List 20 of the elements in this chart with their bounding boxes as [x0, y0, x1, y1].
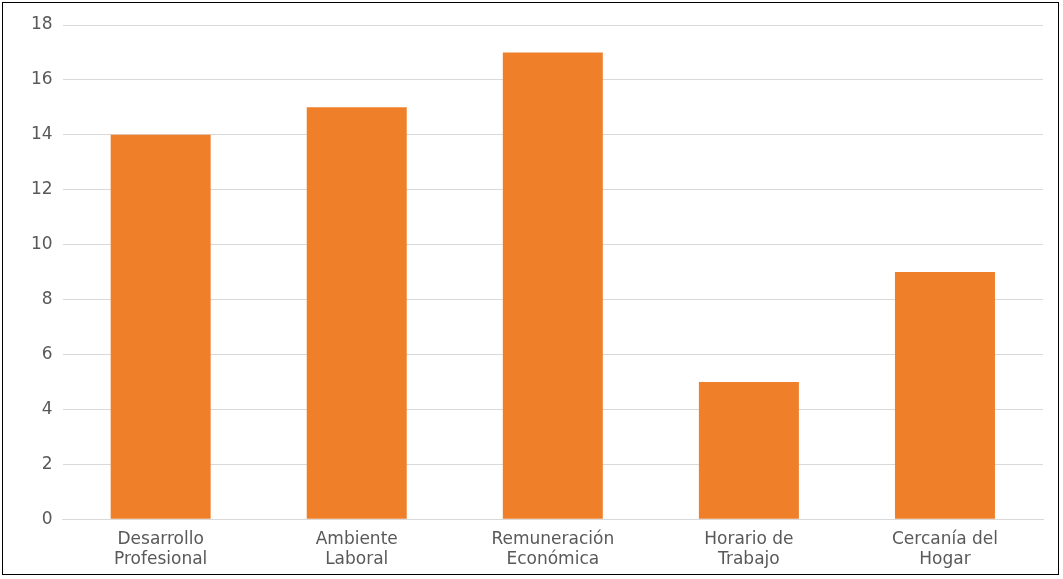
y-tick-label: 8 — [41, 287, 53, 308]
x-tick-label: Remuneración Económica — [491, 527, 615, 569]
y-tick-label: 0 — [41, 507, 53, 528]
y-tick-label: 4 — [41, 397, 53, 418]
y-tick-label: 16 — [30, 68, 53, 89]
y-tick-label: 6 — [41, 342, 53, 363]
x-tick-label: Cercanía del Hogar — [891, 527, 998, 569]
x-tick-label: Ambiente Laboral — [315, 527, 398, 569]
bar — [698, 381, 799, 519]
y-tick-label: 18 — [30, 13, 53, 34]
bar — [110, 134, 211, 519]
x-tick-label: Desarrollo Profesional — [114, 527, 208, 569]
y-tick-label: 10 — [30, 233, 53, 254]
y-tick-label: 12 — [30, 178, 53, 199]
bar — [306, 107, 407, 519]
x-tick-label: Horario de Trabajo — [704, 527, 794, 569]
bar — [502, 52, 603, 519]
bar — [894, 272, 995, 519]
y-tick-label: 2 — [41, 452, 53, 473]
y-tick-label: 14 — [30, 123, 53, 144]
